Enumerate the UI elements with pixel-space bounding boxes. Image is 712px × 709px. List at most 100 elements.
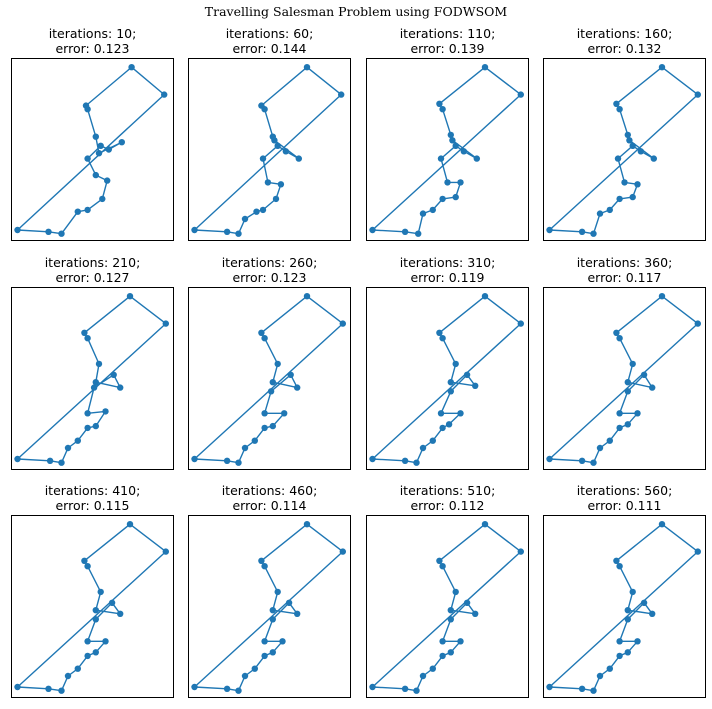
city-point bbox=[258, 330, 264, 336]
error-label: error: 0.111 bbox=[543, 498, 706, 513]
city-point bbox=[304, 64, 310, 70]
city-point bbox=[616, 653, 622, 659]
route-plot bbox=[543, 58, 706, 241]
city-point bbox=[457, 410, 463, 416]
city-point bbox=[161, 91, 167, 97]
city-point bbox=[518, 548, 524, 554]
city-point bbox=[634, 410, 640, 416]
city-point bbox=[96, 361, 102, 367]
subplot-title: iterations: 260; error: 0.123 bbox=[188, 255, 351, 285]
city-point bbox=[93, 649, 99, 655]
city-point bbox=[258, 558, 264, 564]
subplot-panel: iterations: 510; error: 0.112 bbox=[366, 483, 529, 698]
city-point bbox=[260, 155, 266, 161]
subplot-panel: iterations: 210; error: 0.127 bbox=[11, 255, 174, 470]
city-point bbox=[58, 460, 64, 466]
city-point bbox=[436, 101, 442, 107]
city-point bbox=[338, 91, 344, 97]
city-point bbox=[191, 684, 197, 690]
city-point bbox=[638, 148, 644, 154]
city-point bbox=[413, 688, 419, 694]
city-point bbox=[93, 379, 99, 385]
route-plot bbox=[188, 287, 351, 470]
city-point bbox=[695, 548, 701, 554]
city-point bbox=[625, 388, 631, 394]
city-point bbox=[81, 558, 87, 564]
route-line bbox=[550, 67, 698, 234]
city-point bbox=[83, 102, 89, 108]
city-point bbox=[261, 335, 267, 341]
city-point bbox=[93, 172, 99, 178]
error-label: error: 0.123 bbox=[11, 41, 174, 56]
city-point bbox=[590, 460, 596, 466]
city-point bbox=[340, 548, 346, 554]
city-point bbox=[597, 210, 603, 216]
subplot-panel: iterations: 60; error: 0.144 bbox=[188, 26, 351, 241]
subplot-panel: iterations: 410; error: 0.115 bbox=[11, 483, 174, 698]
city-point bbox=[45, 229, 51, 235]
city-point bbox=[98, 589, 104, 595]
subplot-panel: iterations: 360; error: 0.117 bbox=[543, 255, 706, 470]
city-point bbox=[616, 425, 622, 431]
city-point bbox=[296, 155, 302, 161]
error-label: error: 0.114 bbox=[188, 498, 351, 513]
city-point bbox=[45, 686, 51, 692]
city-point bbox=[597, 673, 603, 679]
city-point bbox=[111, 372, 117, 378]
city-point bbox=[224, 686, 230, 692]
city-point bbox=[613, 330, 619, 336]
city-point bbox=[436, 558, 442, 564]
subplot-panel: iterations: 110; error: 0.139 bbox=[366, 26, 529, 241]
city-point bbox=[268, 388, 274, 394]
city-point bbox=[518, 320, 524, 326]
city-point bbox=[453, 194, 459, 200]
route-line bbox=[18, 524, 166, 691]
city-point bbox=[402, 686, 408, 692]
city-point bbox=[453, 589, 459, 595]
iterations-label: iterations: 60; bbox=[188, 26, 351, 41]
city-point bbox=[279, 638, 285, 644]
subplot-panel: iterations: 10; error: 0.123 bbox=[11, 26, 174, 241]
city-point bbox=[482, 293, 488, 299]
city-point bbox=[659, 521, 665, 527]
city-point bbox=[252, 438, 258, 444]
city-point bbox=[439, 653, 445, 659]
city-point bbox=[446, 421, 452, 427]
subplot-panel: iterations: 160; error: 0.132 bbox=[543, 26, 706, 241]
city-point bbox=[615, 155, 621, 161]
city-point bbox=[546, 456, 552, 462]
city-point bbox=[625, 132, 631, 138]
city-point bbox=[607, 666, 613, 672]
city-point bbox=[261, 563, 267, 569]
subplot-title: iterations: 60; error: 0.144 bbox=[188, 26, 351, 56]
city-point bbox=[420, 445, 426, 451]
city-point bbox=[261, 410, 267, 416]
city-point bbox=[58, 231, 64, 237]
city-point bbox=[430, 438, 436, 444]
city-point bbox=[448, 649, 454, 655]
city-point bbox=[260, 207, 266, 213]
figure-title: Travelling Salesman Problem using FODWSO… bbox=[0, 4, 712, 19]
city-point bbox=[607, 438, 613, 444]
city-point bbox=[275, 589, 281, 595]
route-line bbox=[18, 67, 165, 234]
city-point bbox=[439, 106, 445, 112]
city-point bbox=[242, 216, 248, 222]
city-point bbox=[641, 600, 647, 606]
city-point bbox=[14, 227, 20, 233]
city-point bbox=[106, 146, 112, 152]
city-point bbox=[448, 616, 454, 622]
city-point bbox=[242, 445, 248, 451]
city-point bbox=[163, 548, 169, 554]
city-point bbox=[448, 388, 454, 394]
error-label: error: 0.117 bbox=[543, 270, 706, 285]
city-point bbox=[449, 137, 455, 143]
city-point bbox=[128, 64, 134, 70]
city-point bbox=[304, 521, 310, 527]
city-point bbox=[625, 421, 631, 427]
city-point bbox=[235, 460, 241, 466]
city-point bbox=[65, 445, 71, 451]
subplot-panel: iterations: 560; error: 0.111 bbox=[543, 483, 706, 698]
city-point bbox=[415, 231, 421, 237]
city-point bbox=[448, 379, 454, 385]
